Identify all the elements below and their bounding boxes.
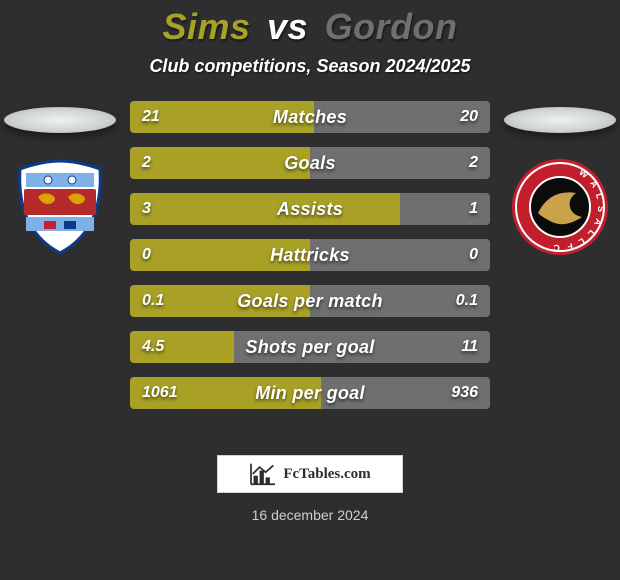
stat-label: Goals — [130, 147, 490, 179]
stat-label: Assists — [130, 193, 490, 225]
stat-label: Matches — [130, 101, 490, 133]
left-crest-wrap — [0, 103, 120, 257]
brand-box: FcTables.com — [217, 455, 403, 493]
stat-value-left: 4.5 — [130, 331, 176, 363]
stat-row: Matches21 20 — [130, 101, 490, 133]
stat-value-left: 1061 — [130, 377, 190, 409]
stat-label: Goals per match — [130, 285, 490, 317]
crest-shadow — [504, 107, 616, 133]
stat-value-right: 20 — [448, 101, 490, 133]
stat-row: Goals2 2 — [130, 147, 490, 179]
player1-name: Sims — [162, 6, 250, 47]
player2-name: Gordon — [325, 6, 458, 47]
right-crest-wrap: W A L S A L L F C — [500, 103, 620, 257]
stat-value-left: 2 — [130, 147, 163, 179]
stat-row: Assists3 1 — [130, 193, 490, 225]
club-crest-right-icon: W A L S A L L F C — [510, 157, 610, 257]
stat-row: Shots per goal4.5 11 — [130, 331, 490, 363]
stat-value-left: 0 — [130, 239, 163, 271]
brand-chart-icon — [249, 462, 277, 486]
subtitle: Club competitions, Season 2024/2025 — [0, 56, 620, 77]
stat-value-right: 936 — [439, 377, 490, 409]
comparison-title: Sims vs Gordon — [0, 0, 620, 48]
stat-value-right: 11 — [449, 331, 490, 363]
crest-shadow — [4, 107, 116, 133]
stat-value-right: 0.1 — [444, 285, 490, 317]
stat-value-left: 3 — [130, 193, 163, 225]
stat-row: Hattricks0 0 — [130, 239, 490, 271]
stat-value-left: 21 — [130, 101, 172, 133]
brand-text: FcTables.com — [283, 466, 370, 483]
stat-label: Hattricks — [130, 239, 490, 271]
comparison-stage: W A L S A L L F C Matches21 20 Goals2 2 Assi… — [0, 103, 620, 433]
stat-value-left: 0.1 — [130, 285, 176, 317]
stat-value-right: 1 — [457, 193, 490, 225]
stat-value-right: 2 — [457, 147, 490, 179]
stat-row: Min per goal1061936 — [130, 377, 490, 409]
stat-row: Goals per match0.1 0.1 — [130, 285, 490, 317]
stat-bars: Matches21 20 Goals2 2 Assists3 1 Hattricks0 0 Go… — [130, 101, 490, 409]
title-vs: vs — [267, 6, 308, 47]
club-crest-left-icon — [10, 157, 110, 257]
stat-label: Shots per goal — [130, 331, 490, 363]
date-text: 16 december 2024 — [0, 507, 620, 523]
stat-value-right: 0 — [457, 239, 490, 271]
